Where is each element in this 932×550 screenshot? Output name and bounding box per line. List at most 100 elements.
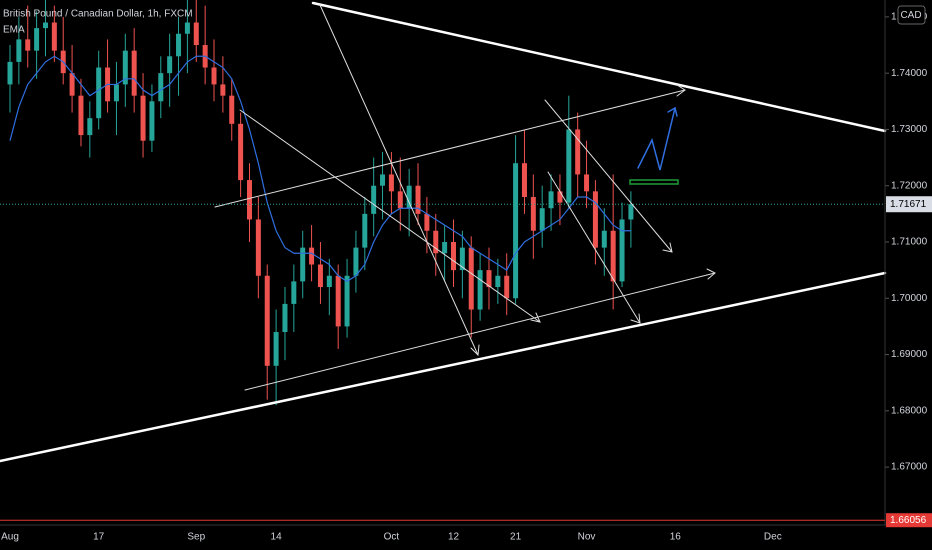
candle-body: [371, 185, 377, 214]
ema-line: [9, 55, 631, 283]
candle-body: [477, 270, 483, 310]
arrow-head: [667, 106, 678, 117]
arrow-head: [676, 84, 686, 97]
last-price-box: [886, 196, 932, 213]
arrow-head: [470, 344, 480, 357]
candle-body: [282, 303, 288, 333]
candle-body: [87, 118, 93, 136]
candle-body: [459, 247, 465, 271]
candle-body: [486, 270, 492, 288]
x-tick-label: Oct: [384, 532, 400, 543]
candle-body: [451, 241, 456, 271]
candle-body: [229, 95, 235, 124]
x-tick-label: 14: [271, 532, 283, 543]
candle-body: [42, 22, 48, 29]
x-tick-label: 12: [448, 532, 460, 543]
level-box: [886, 513, 932, 528]
chart-title: British Pound / Canadian Dollar, 1h, FXC…: [3, 9, 193, 20]
last-price-label: 1.71671: [890, 199, 927, 210]
candle-body: [406, 185, 412, 209]
x-tick-label: 16: [670, 532, 682, 543]
x-tick-label: Dec: [764, 532, 782, 543]
channel-line: [239, 109, 541, 323]
candle-body: [415, 185, 421, 214]
candle-body: [610, 230, 616, 282]
candle-body: [530, 196, 536, 231]
candle-body: [513, 163, 519, 299]
candle-body: [521, 163, 527, 197]
candle-body: [69, 73, 75, 96]
currency: CAD: [900, 10, 921, 21]
candle-body: [158, 73, 164, 102]
channel-line: [319, 4, 479, 356]
candle-body: [238, 123, 244, 181]
x-tick-label: Aug: [1, 532, 19, 543]
candle-body: [291, 281, 297, 304]
trend-line: [0, 271, 887, 463]
candle-body: [424, 213, 430, 231]
candle-body: [220, 84, 226, 96]
candle-body: [335, 275, 341, 327]
arrow-head: [706, 268, 716, 280]
candle-body: [149, 101, 155, 141]
candle-body: [7, 61, 13, 85]
candle-body: [442, 241, 448, 254]
indicator-label: EMA: [3, 25, 25, 36]
y-tick-label: 1.67000: [891, 462, 928, 473]
y-tick-label: 1.74000: [891, 68, 928, 79]
candle-body: [601, 230, 607, 248]
candle-body: [176, 33, 182, 57]
candle-body: [96, 67, 102, 119]
candle-body: [433, 230, 439, 254]
candle-body: [255, 219, 261, 276]
candle-body: [380, 174, 386, 186]
candle-body: [122, 50, 128, 85]
candles: 1.67000 1.68000 1.69000 1.70000 1.71000 1.720…: [7, 0, 928, 473]
candle-body: [273, 332, 279, 366]
candle-body: [167, 56, 173, 74]
candle-body: [353, 247, 359, 276]
candle-body: [51, 22, 57, 51]
channel-line: [547, 171, 641, 324]
candle-body: [619, 219, 625, 282]
candle-body: [397, 191, 403, 209]
candle-body: [34, 28, 40, 51]
y-tick-label: 1.70000: [891, 293, 928, 304]
candle-body: [548, 191, 554, 209]
y-tick-label: 1.72000: [891, 180, 928, 191]
candle-body: [539, 208, 545, 231]
candle-body: [362, 213, 368, 248]
candle-body: [246, 180, 252, 220]
level-label: 1.66056: [890, 515, 927, 526]
candle-body: [131, 50, 137, 96]
x-tick-label: Nov: [578, 532, 596, 543]
candle-body: [495, 275, 501, 288]
y-tick-label: 1.68000: [891, 405, 928, 416]
candle-body: [317, 264, 323, 288]
candle-body: [628, 204, 634, 220]
target-box: [629, 179, 679, 185]
candle-body: [566, 129, 572, 203]
candle-body: [309, 247, 315, 265]
candle-body: [264, 275, 270, 366]
candle-body: [344, 275, 350, 327]
channel-line: [244, 272, 716, 391]
candle-body: [575, 129, 581, 175]
projection-path: [637, 107, 676, 171]
candle-body: [211, 67, 217, 85]
arrow-head: [630, 313, 641, 324]
arrow-head: [530, 312, 541, 323]
trend-line: [311, 1, 887, 133]
currency-box: [897, 5, 926, 25]
candle-body: [25, 39, 31, 51]
candle-body: [504, 275, 510, 299]
candle-body: [16, 39, 22, 62]
candle-body: [592, 191, 598, 248]
channel-line: [544, 99, 673, 253]
candle-body: [184, 22, 190, 34]
y-tick-label: 1.69000: [891, 349, 928, 360]
candle-body: [78, 95, 84, 136]
